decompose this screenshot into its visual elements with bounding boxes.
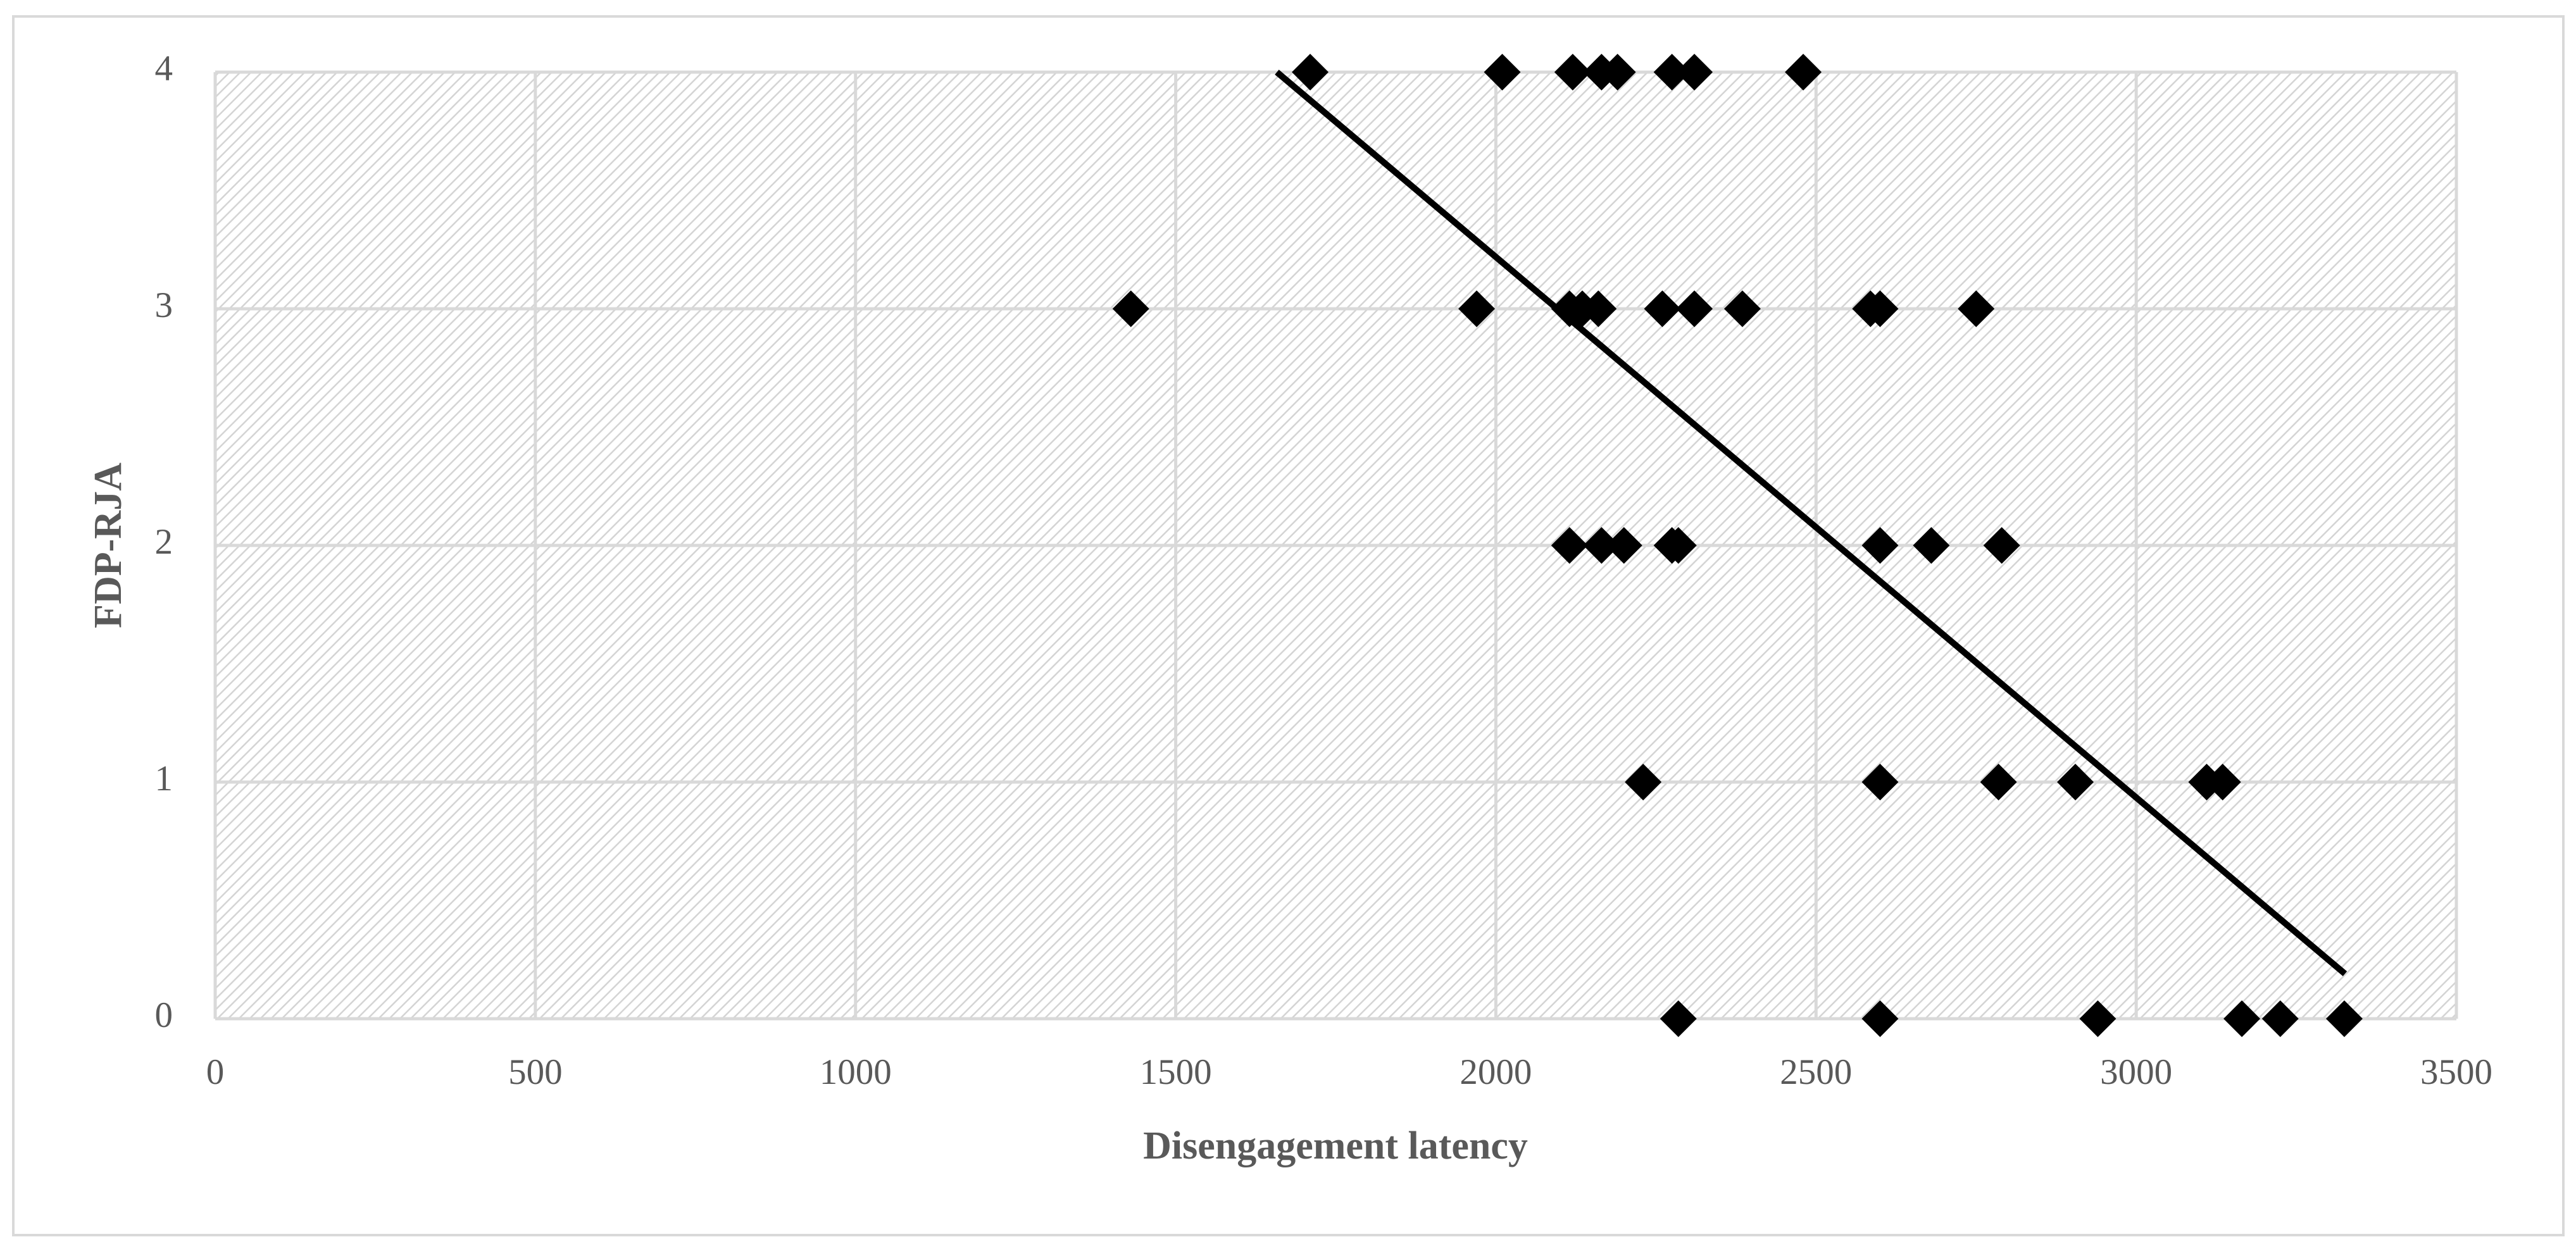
x-tick-label: 3000 — [2100, 1052, 2172, 1092]
data-point — [1580, 290, 1617, 327]
y-tick-label: 0 — [155, 995, 173, 1035]
x-tick-label: 2000 — [1460, 1052, 1532, 1092]
data-point — [2079, 1000, 2116, 1037]
data-point — [1112, 290, 1149, 327]
data-point — [2223, 1000, 2261, 1037]
data-point — [1676, 290, 1713, 327]
x-tick-label: 0 — [206, 1052, 225, 1092]
data-point — [2057, 764, 2094, 800]
data-point — [1605, 527, 1642, 564]
y-tick-label: 4 — [155, 49, 173, 89]
data-point — [2204, 764, 2241, 800]
data-point — [1861, 764, 1899, 800]
data-point — [1785, 54, 1822, 90]
y-tick-label: 1 — [155, 759, 173, 799]
data-point — [1583, 527, 1620, 564]
data-point — [1292, 54, 1329, 90]
trend-line — [1275, 70, 2348, 976]
data-point — [1913, 527, 1950, 564]
y-axis-title: FDP-RJA — [87, 463, 130, 628]
data-point — [1958, 290, 1995, 327]
data-point — [1660, 527, 1697, 564]
data-point — [2325, 1000, 2363, 1037]
data-point — [1861, 290, 1899, 327]
x-tick-label: 1000 — [820, 1052, 892, 1092]
x-axis-title: Disengagement latency — [1143, 1124, 1528, 1167]
data-point — [1625, 764, 1662, 800]
data-point — [1983, 527, 2020, 564]
data-point — [1723, 290, 1761, 327]
x-tick-label: 2500 — [1780, 1052, 1852, 1092]
x-tick-label: 1500 — [1140, 1052, 1212, 1092]
data-point — [1458, 290, 1496, 327]
data-point — [1676, 54, 1713, 90]
x-tick-label: 500 — [508, 1052, 563, 1092]
data-point — [1980, 764, 2017, 800]
y-tick-label: 3 — [155, 285, 173, 325]
y-tick-label: 2 — [155, 522, 173, 562]
data-point — [1861, 527, 1899, 564]
data-point — [1653, 54, 1691, 90]
x-tick-label: 3500 — [2420, 1052, 2492, 1092]
data-point — [1599, 54, 1636, 90]
data-point — [1660, 1000, 1697, 1037]
data-point — [1861, 1000, 1899, 1037]
data-point — [2261, 1000, 2299, 1037]
data-point — [1484, 54, 1521, 90]
data-point — [1644, 290, 1681, 327]
data-point — [1554, 54, 1591, 90]
data-point — [1551, 527, 1588, 564]
